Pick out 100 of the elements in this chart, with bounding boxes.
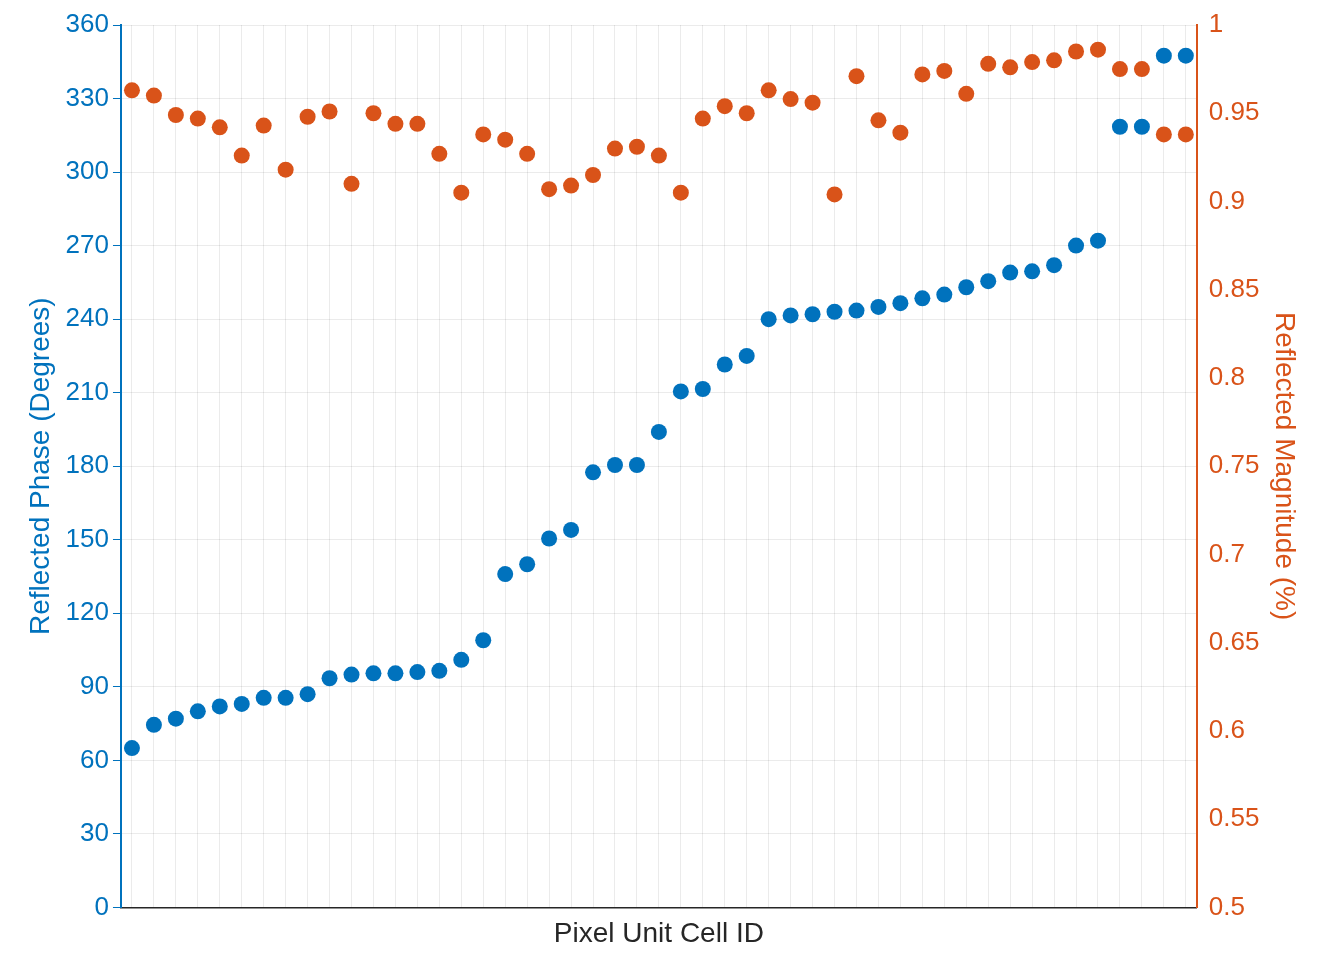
y2-tick-label: 0.55 [1208,802,1260,833]
point [980,55,997,72]
point [804,94,821,111]
point [211,698,228,715]
point [914,66,931,83]
point [782,91,799,108]
point [892,124,909,141]
point [365,665,382,682]
point [365,105,382,122]
point [1024,263,1041,280]
point [321,103,338,120]
point [167,710,184,727]
y-axis-title: Reflected Phase (Degrees) [23,297,55,636]
point [167,107,184,124]
point [475,126,492,143]
y-tick-label: 60 [80,743,109,774]
point [343,666,360,683]
point [936,286,953,303]
point [694,110,711,127]
point [848,302,865,319]
point [1046,257,1063,274]
point [892,295,909,312]
point [211,119,228,136]
point [299,686,316,703]
y-tick-label: 90 [80,669,109,700]
point [1177,47,1194,64]
y-tick-label: 120 [65,596,109,627]
y-tick-label: 300 [65,155,109,186]
point [277,689,294,706]
point [145,87,162,104]
y-tick-label: 30 [80,817,109,848]
point [870,112,887,129]
point [1068,237,1085,254]
point [585,464,602,481]
point [585,167,602,184]
y-tick-label: 240 [65,302,109,333]
y-tick-label: 150 [65,522,109,553]
point [958,279,975,296]
point [277,161,294,178]
y2-tick-label: 0.8 [1208,361,1245,392]
point [760,311,777,328]
point [1002,264,1019,281]
point [672,383,689,400]
point [1111,118,1128,135]
y-tick-label: 270 [65,228,109,259]
point [453,184,470,201]
point [826,186,843,203]
point [782,307,799,324]
y2-tick-label: 0.7 [1208,537,1245,568]
point [321,670,338,687]
x-axis-title: Pixel Unit Cell ID [553,916,764,948]
point [738,347,755,364]
point [606,140,623,157]
y2-tick-label: 0.65 [1208,625,1260,656]
point [255,117,272,134]
y-tick-label: 360 [65,8,109,39]
point [343,175,360,192]
point [387,115,404,132]
point [1068,43,1085,60]
point [1024,54,1041,71]
point [1111,61,1128,78]
point [189,110,206,127]
point [760,82,777,99]
point [1155,126,1172,143]
point [1046,52,1063,69]
y2-tick-label: 0.9 [1208,184,1245,215]
point [936,62,953,79]
point [409,664,426,681]
point [650,423,667,440]
y2-tick-label: 0.5 [1208,890,1245,921]
point [497,131,514,148]
point [1090,232,1106,249]
point [1090,41,1106,58]
point [541,181,558,198]
y-tick-label: 180 [65,449,109,480]
point [541,530,558,547]
y2-tick-label: 0.6 [1208,714,1245,745]
point [1133,118,1150,135]
point [914,290,931,307]
point [431,145,448,162]
point [123,740,140,757]
point [958,85,975,102]
point [233,147,250,164]
y2-axis-title: Reflected Magnitude (%) [1270,312,1302,621]
point [299,108,316,125]
y2-tick-label: 0.95 [1208,96,1260,127]
point [628,138,645,155]
point [738,105,755,122]
y-tick-label: 330 [65,81,109,112]
y-tick-label: 0 [94,890,109,921]
y2-tick-label: 1 [1208,8,1224,39]
point [255,689,272,706]
point [870,298,887,315]
point [519,556,536,573]
point [980,273,997,290]
point [189,703,206,720]
point [628,456,645,473]
point [848,68,865,85]
point [409,115,426,132]
point [233,695,250,712]
